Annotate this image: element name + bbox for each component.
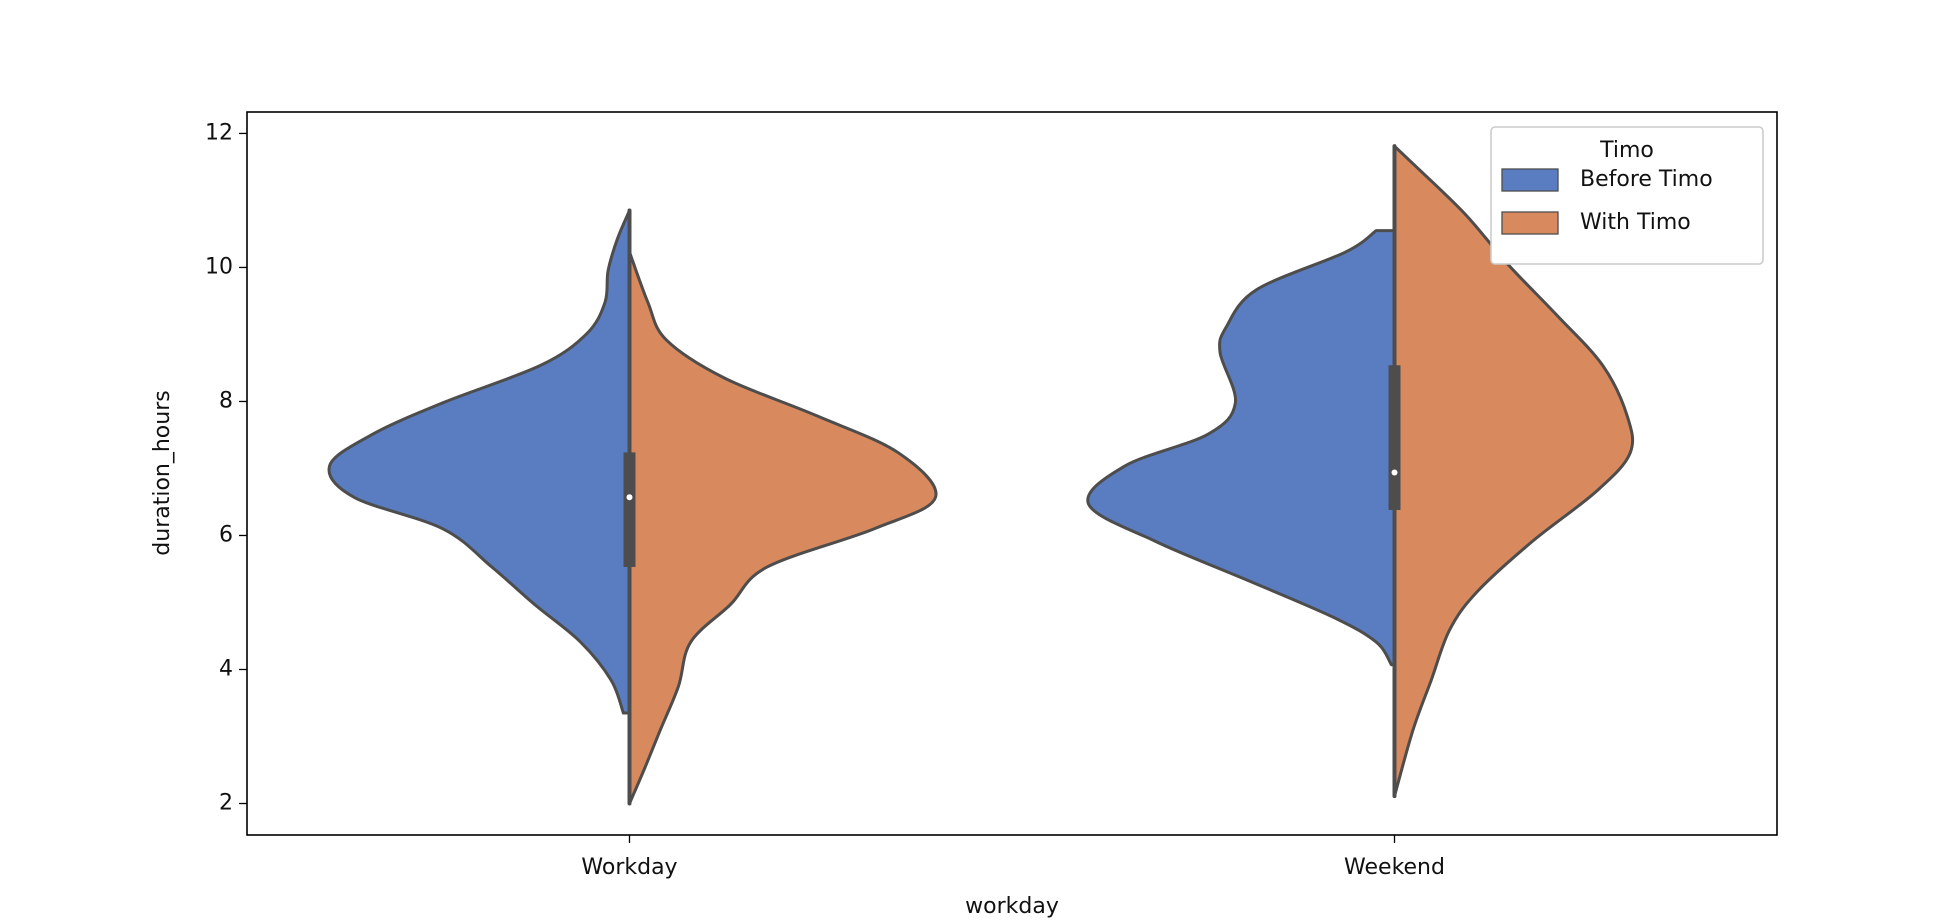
median (1391, 469, 1398, 476)
y-tick-label: 8 (219, 388, 233, 413)
violin-half (327, 209, 631, 715)
x-tick-label: Weekend (1344, 855, 1445, 880)
legend-label: With Timo (1580, 210, 1691, 235)
y-tick-label: 2 (219, 791, 233, 816)
plot-frame (246, 111, 1778, 836)
x-axis-label: workday (965, 894, 1059, 919)
legend-title: Timo (1599, 138, 1654, 163)
legend-swatch (1501, 168, 1559, 192)
violin-half (1393, 144, 1635, 798)
legend-swatch (1501, 211, 1559, 235)
y-tick-label: 10 (205, 254, 233, 279)
iqr-box (623, 452, 636, 567)
median (626, 494, 633, 501)
violin-half (1086, 229, 1396, 667)
y-tick-label: 12 (205, 120, 233, 145)
x-tick-label: Workday (581, 855, 677, 880)
y-tick-label: 6 (219, 522, 233, 547)
iqr-box (1388, 365, 1401, 511)
y-tick-label: 4 (219, 656, 233, 681)
legend-box (1490, 126, 1764, 265)
violin-half (628, 250, 938, 806)
legend-label: Before Timo (1580, 167, 1713, 192)
y-axis-label: duration_hours (150, 390, 175, 555)
